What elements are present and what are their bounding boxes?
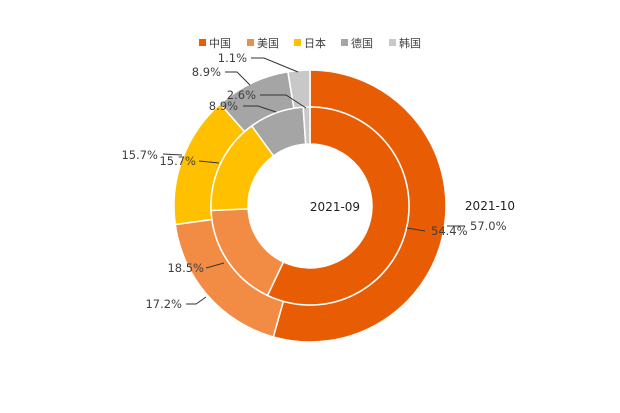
data-labels: 54.4% 57.0%18.5%17.2%15.7%15.7%8.9%8.9%2.… <box>121 51 506 311</box>
inner-ring-series-label: 2021-09 <box>310 200 360 214</box>
inner-data-label-usa: 17.2% <box>145 297 182 311</box>
inner-data-label-china: 57.0% <box>470 219 507 233</box>
outer-data-label-japan: 15.7% <box>159 154 196 168</box>
inner-data-label-korea: 1.1% <box>218 51 247 65</box>
legend-item-usa[interactable]: 美国 <box>247 37 279 50</box>
outer-leader-usa <box>205 262 225 269</box>
legend-label-china: 中国 <box>209 37 231 50</box>
legend-item-china[interactable]: 中国 <box>199 37 231 50</box>
legend-swatch-china <box>199 39 206 46</box>
legend-label-korea: 韩国 <box>399 36 421 50</box>
leader-lines <box>162 57 465 305</box>
legend-swatch-japan <box>294 39 301 46</box>
inner-slice-china[interactable] <box>266 106 410 306</box>
inner-leader-germany <box>225 71 251 86</box>
outer-leader-japan <box>198 160 220 164</box>
outer-ring <box>173 69 447 343</box>
legend-item-japan[interactable]: 日本 <box>294 36 326 50</box>
legend-label-japan: 日本 <box>304 36 326 50</box>
inner-data-label-japan: 15.7% <box>121 148 158 162</box>
inner-leader-usa <box>186 296 207 305</box>
inner-leader-korea <box>251 57 299 73</box>
outer-leader-korea <box>260 94 307 109</box>
legend-item-korea[interactable]: 韩国 <box>389 36 421 50</box>
legend-swatch-usa <box>247 39 254 46</box>
legend-label-usa: 美国 <box>257 37 279 50</box>
legend-swatch-korea <box>389 39 396 46</box>
legend-item-germany[interactable]: 德国 <box>341 36 373 50</box>
outer-ring-series-label: 2021-10 <box>465 199 515 213</box>
legend-swatch-germany <box>341 39 348 46</box>
ring-labels: 2021-09 2021-10 <box>310 199 515 214</box>
inner-data-label-germany: 8.9% <box>192 65 221 79</box>
outer-data-label-germany: 8.9% <box>209 99 238 113</box>
outer-leader-china <box>406 227 426 232</box>
outer-leader-germany <box>243 105 277 113</box>
inner-leader-japan <box>162 153 183 156</box>
outer-data-label-korea: 2.6% <box>227 88 256 102</box>
outer-data-label-usa: 18.5% <box>167 261 204 275</box>
inner-ring <box>210 106 410 306</box>
legend-label-germany: 德国 <box>351 36 373 50</box>
outer-data-label-china: 54.4% <box>431 224 468 238</box>
legend: 中国 美国 日本 德国 韩国 <box>199 36 421 50</box>
